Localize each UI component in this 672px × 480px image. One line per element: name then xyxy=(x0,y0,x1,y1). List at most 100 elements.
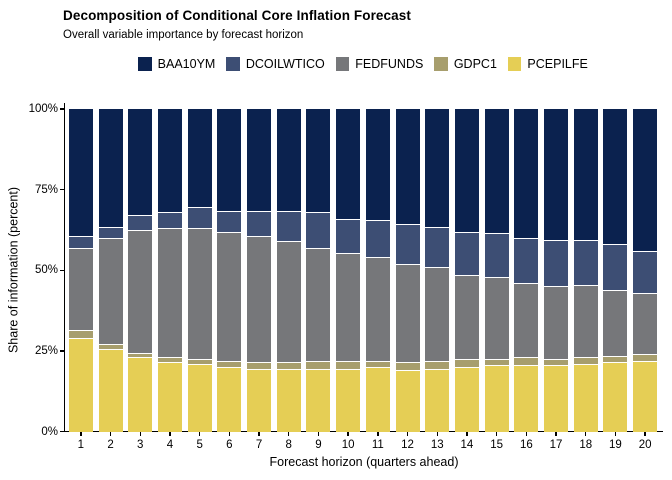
bar-segment-FEDFUNDS-h2 xyxy=(98,238,123,345)
bar-segment-GDPC1-h20 xyxy=(633,354,658,361)
chart-subtitle: Overall variable importance by forecast … xyxy=(63,29,304,41)
x-tick-label: 6 xyxy=(226,439,233,451)
x-tick-label: 11 xyxy=(371,439,384,451)
bar-segment-FEDFUNDS-h15 xyxy=(484,276,509,359)
bar-segment-BAA10YM-h3 xyxy=(128,109,153,216)
bar-segment-GDPC1-h2 xyxy=(98,344,123,350)
legend-item-DCOILWTICO: DCOILWTICO xyxy=(226,57,325,71)
bar-segment-FEDFUNDS-h1 xyxy=(68,247,93,330)
x-tick-label: 1 xyxy=(77,439,85,451)
bar-segment-DCOILWTICO-h2 xyxy=(98,226,123,238)
bar-segment-FEDFUNDS-h5 xyxy=(187,228,212,359)
legend-label: BAA10YM xyxy=(157,57,216,71)
x-axis-tick xyxy=(228,432,231,436)
bar-segment-DCOILWTICO-h18 xyxy=(573,239,598,285)
bar-segment-PCEPILFE-h17 xyxy=(544,365,569,432)
chart-title: Decomposition of Conditional Core Inflat… xyxy=(63,8,411,23)
bar-segment-GDPC1-h17 xyxy=(544,358,569,366)
legend-swatch-icon xyxy=(226,57,240,71)
bar-h12 xyxy=(395,109,420,432)
y-tick-label: 0% xyxy=(41,425,58,438)
bar-segment-BAA10YM-h16 xyxy=(514,109,539,238)
y-axis-tick xyxy=(60,430,64,433)
bar-segment-BAA10YM-h12 xyxy=(395,109,420,224)
bar-segment-FEDFUNDS-h6 xyxy=(217,231,242,361)
x-axis-tick xyxy=(377,432,379,436)
bar-segment-FEDFUNDS-h9 xyxy=(306,247,331,361)
bar-h7 xyxy=(247,109,272,432)
bar-segment-FEDFUNDS-h14 xyxy=(454,275,479,359)
bar-segment-PCEPILFE-h16 xyxy=(514,365,539,432)
bar-segment-DCOILWTICO-h5 xyxy=(187,207,212,229)
bar-segment-PCEPILFE-h18 xyxy=(573,363,598,432)
x-tick-label: 9 xyxy=(315,439,322,451)
x-tick-label: 2 xyxy=(107,439,114,451)
bar-segment-DCOILWTICO-h11 xyxy=(365,220,390,258)
bar-segment-DCOILWTICO-h9 xyxy=(306,212,331,248)
bar-segment-GDPC1-h19 xyxy=(603,355,628,363)
x-tick-label: 3 xyxy=(137,439,144,451)
y-tick-label: 25% xyxy=(34,344,58,357)
x-tick-label: 8 xyxy=(285,439,292,451)
bar-segment-BAA10YM-h18 xyxy=(573,109,598,240)
legend-swatch-icon xyxy=(335,57,350,71)
bar-segment-BAA10YM-h7 xyxy=(247,109,272,211)
bar-segment-PCEPILFE-h5 xyxy=(187,363,212,432)
x-axis-title: Forecast horizon (quarters ahead) xyxy=(269,455,459,469)
x-axis-tick xyxy=(109,432,112,436)
x-tick-label: 20 xyxy=(638,439,652,451)
x-axis-tick xyxy=(466,432,468,436)
x-tick-label: 13 xyxy=(430,439,444,451)
bar-segment-BAA10YM-h17 xyxy=(544,109,569,240)
x-tick-label: 4 xyxy=(166,439,174,451)
bar-segment-DCOILWTICO-h13 xyxy=(425,226,450,268)
bar-h10 xyxy=(336,109,361,432)
x-axis-tick xyxy=(198,432,201,436)
bar-segment-FEDFUNDS-h19 xyxy=(603,289,628,356)
x-axis-tick xyxy=(258,432,260,436)
bar-segment-BAA10YM-h10 xyxy=(336,109,361,219)
y-tick-label: 50% xyxy=(34,264,58,277)
bar-segment-PCEPILFE-h6 xyxy=(217,367,242,432)
legend-label: DCOILWTICO xyxy=(245,57,325,71)
legend-item-PCEPILFE: PCEPILFE xyxy=(507,57,588,71)
legend-label: FEDFUNDS xyxy=(355,57,424,71)
bar-segment-DCOILWTICO-h6 xyxy=(217,210,242,232)
bar-segment-BAA10YM-h9 xyxy=(306,109,331,213)
bar-h11 xyxy=(365,109,390,432)
bar-segment-PCEPILFE-h12 xyxy=(395,370,420,432)
bar-segment-FEDFUNDS-h3 xyxy=(128,229,153,353)
bar-segment-FEDFUNDS-h12 xyxy=(395,263,420,363)
x-tick-label: 19 xyxy=(609,439,622,451)
bar-h6 xyxy=(217,109,242,432)
x-axis-tick xyxy=(139,432,141,436)
bar-segment-BAA10YM-h19 xyxy=(603,109,628,245)
x-axis-tick xyxy=(555,432,557,436)
y-axis-tick xyxy=(60,269,64,271)
bar-segment-PCEPILFE-h3 xyxy=(128,357,153,432)
bar-segment-BAA10YM-h8 xyxy=(276,109,301,211)
bar-segment-GDPC1-h18 xyxy=(573,357,598,364)
bar-segment-GDPC1-h13 xyxy=(425,360,450,369)
bar-segment-FEDFUNDS-h13 xyxy=(425,267,450,361)
bar-segment-BAA10YM-h5 xyxy=(187,109,212,208)
bar-segment-GDPC1-h15 xyxy=(484,358,509,366)
bar-segment-GDPC1-h5 xyxy=(187,358,212,364)
legend-item-FEDFUNDS: FEDFUNDS xyxy=(335,57,424,71)
bar-segment-BAA10YM-h15 xyxy=(484,109,509,234)
bar-h16 xyxy=(514,109,539,432)
x-axis-tick xyxy=(525,432,528,436)
x-axis-tick xyxy=(80,432,82,436)
x-tick-label: 5 xyxy=(196,439,203,451)
bar-segment-DCOILWTICO-h20 xyxy=(633,250,658,293)
x-tick-label: 14 xyxy=(460,439,474,451)
bar-segment-BAA10YM-h14 xyxy=(454,109,479,232)
bar-h8 xyxy=(276,109,301,432)
x-axis-tick xyxy=(347,432,349,436)
bar-segment-FEDFUNDS-h10 xyxy=(336,252,361,361)
x-axis-tick xyxy=(495,432,498,436)
bar-segment-DCOILWTICO-h12 xyxy=(395,223,420,264)
x-tick-label: 16 xyxy=(519,439,533,451)
legend-swatch-icon xyxy=(507,57,522,71)
